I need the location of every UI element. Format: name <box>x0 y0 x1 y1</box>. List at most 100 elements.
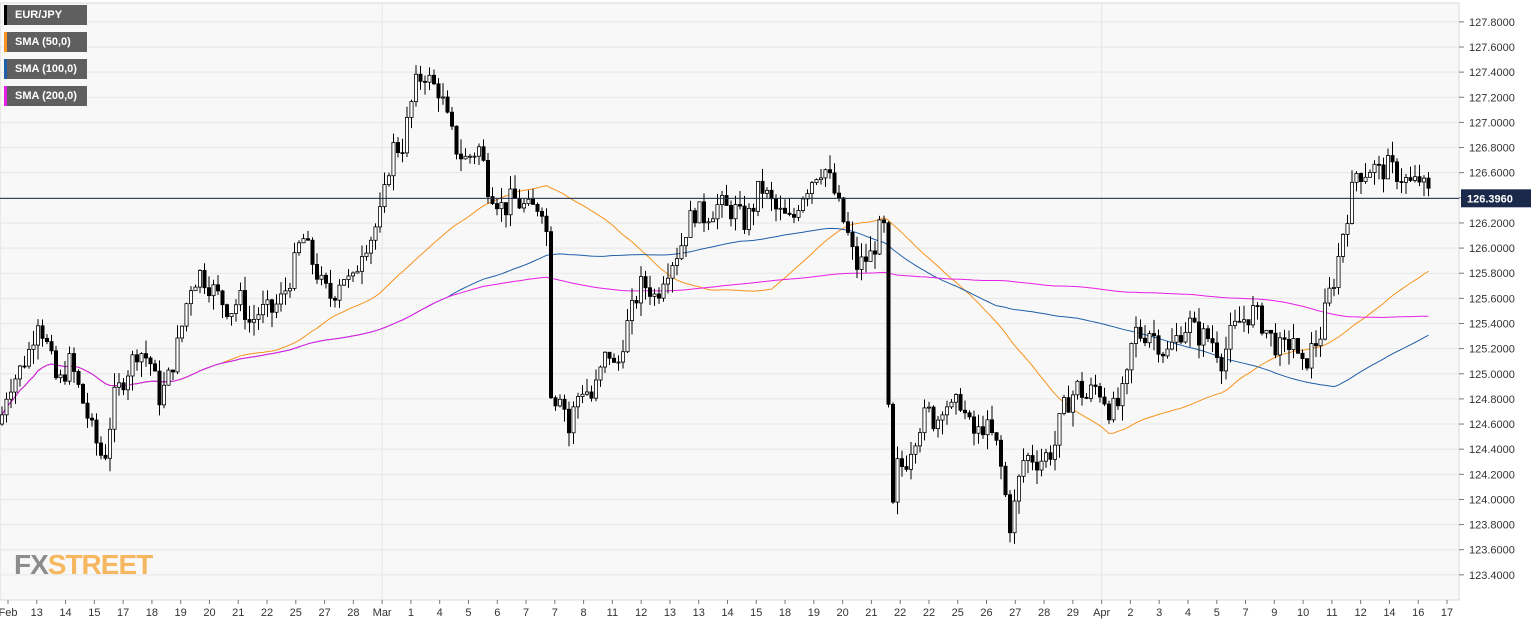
candle-body <box>1300 352 1305 360</box>
y-tick-label: 125.8000 <box>1469 268 1515 280</box>
candle-body <box>148 357 153 365</box>
last-price-badge <box>1461 189 1531 208</box>
candle-body <box>126 375 131 391</box>
x-tick-label: 19 <box>175 607 187 619</box>
candle-body <box>350 272 355 277</box>
candle-body <box>819 177 824 180</box>
y-tick-label: 127.0000 <box>1469 117 1515 129</box>
y-tick-label: 127.2000 <box>1469 92 1515 104</box>
candle-body <box>832 172 837 194</box>
candle-body <box>377 206 382 228</box>
candle-body <box>940 414 945 421</box>
chart-legend: EUR/JPY SMA (50,0) SMA (100,0) SMA (200,0) <box>4 5 87 113</box>
candle-body <box>945 406 950 416</box>
candle-body <box>850 232 855 248</box>
candle-body <box>1372 163 1377 173</box>
candle-body <box>634 299 639 304</box>
y-tick-label: 124.8000 <box>1469 394 1515 406</box>
candle-body <box>193 286 198 292</box>
candle-body <box>900 458 905 467</box>
candle-body <box>1057 413 1062 446</box>
legend-item: SMA (50,0) <box>4 32 87 52</box>
candle-body <box>1260 305 1265 334</box>
candle-body <box>22 365 27 368</box>
legend-label: EUR/JPY <box>15 9 63 21</box>
candle-body <box>1156 335 1161 355</box>
x-tick-label: Feb <box>0 607 17 619</box>
candle-body <box>756 180 761 212</box>
legend-label: SMA (200,0) <box>15 90 77 102</box>
candle-body <box>166 369 171 386</box>
candle-body <box>72 353 77 372</box>
candle-body <box>1102 396 1107 405</box>
candle-body <box>481 146 486 161</box>
x-tick-label: 4 <box>437 607 443 619</box>
candle-body <box>1408 177 1413 181</box>
candle-body <box>490 196 495 204</box>
x-tick-label: 14 <box>59 607 71 619</box>
candle-body <box>999 439 1004 467</box>
candle-body <box>823 169 828 179</box>
candle-body <box>985 419 990 436</box>
candle-body <box>828 169 833 174</box>
candle-body <box>364 252 369 257</box>
x-tick-label: 29 <box>1067 607 1079 619</box>
candle-body <box>1345 223 1350 235</box>
candle-body <box>1138 326 1143 339</box>
y-tick-label: 126.2000 <box>1469 218 1515 230</box>
candle-body <box>801 198 806 211</box>
candle-body <box>413 73 418 103</box>
candle-body <box>476 146 481 157</box>
y-tick-label: 127.6000 <box>1469 42 1515 54</box>
y-tick-label: 125.4000 <box>1469 318 1515 330</box>
candle-body <box>981 426 986 436</box>
candle-body <box>1287 338 1292 350</box>
candle-body <box>157 370 162 406</box>
candle-body <box>1215 342 1220 358</box>
candle-body <box>540 211 545 217</box>
candle-body <box>936 419 941 430</box>
candle-body <box>522 203 527 209</box>
candle-body <box>1192 317 1197 323</box>
candle-body <box>513 188 518 199</box>
legend-item: EUR/JPY <box>4 5 87 25</box>
candle-body <box>31 344 36 350</box>
candle-body <box>886 222 891 405</box>
candle-body <box>616 361 621 364</box>
sma-200-line <box>1 271 1429 416</box>
candle-body <box>769 189 774 200</box>
candle-body <box>85 402 90 419</box>
x-tick-label: 17 <box>117 607 129 619</box>
sma-50-line <box>1 185 1429 434</box>
candle-body <box>269 299 274 313</box>
candle-body <box>1179 335 1184 343</box>
candle-body <box>323 274 328 284</box>
candle-body <box>188 290 193 305</box>
candle-body <box>580 393 585 397</box>
candle-body <box>1341 233 1346 257</box>
candle-body <box>319 274 324 280</box>
candle-body <box>814 179 819 183</box>
candle-body <box>1377 163 1382 166</box>
candle-body <box>49 341 54 352</box>
x-tick-label: 11 <box>1326 607 1337 619</box>
candle-body <box>652 293 657 297</box>
candle-body <box>805 193 810 200</box>
x-tick-label: 6 <box>494 607 500 619</box>
x-tick-label: 18 <box>779 607 791 619</box>
candle-body <box>265 299 270 305</box>
candle-body <box>1201 328 1206 346</box>
candle-body <box>36 325 41 346</box>
candle-body <box>571 406 576 434</box>
x-tick-label: 16 <box>1412 607 1424 619</box>
x-tick-label: 22 <box>261 607 273 619</box>
candle-body <box>1359 173 1364 182</box>
candle-body <box>1044 452 1049 462</box>
candle-body <box>679 245 684 260</box>
candle-body <box>485 159 490 197</box>
candle-body <box>1350 181 1355 224</box>
candle-body <box>184 303 189 327</box>
candle-body <box>1188 317 1193 333</box>
x-tick-label: 12 <box>635 607 647 619</box>
candle-body <box>1354 173 1359 183</box>
